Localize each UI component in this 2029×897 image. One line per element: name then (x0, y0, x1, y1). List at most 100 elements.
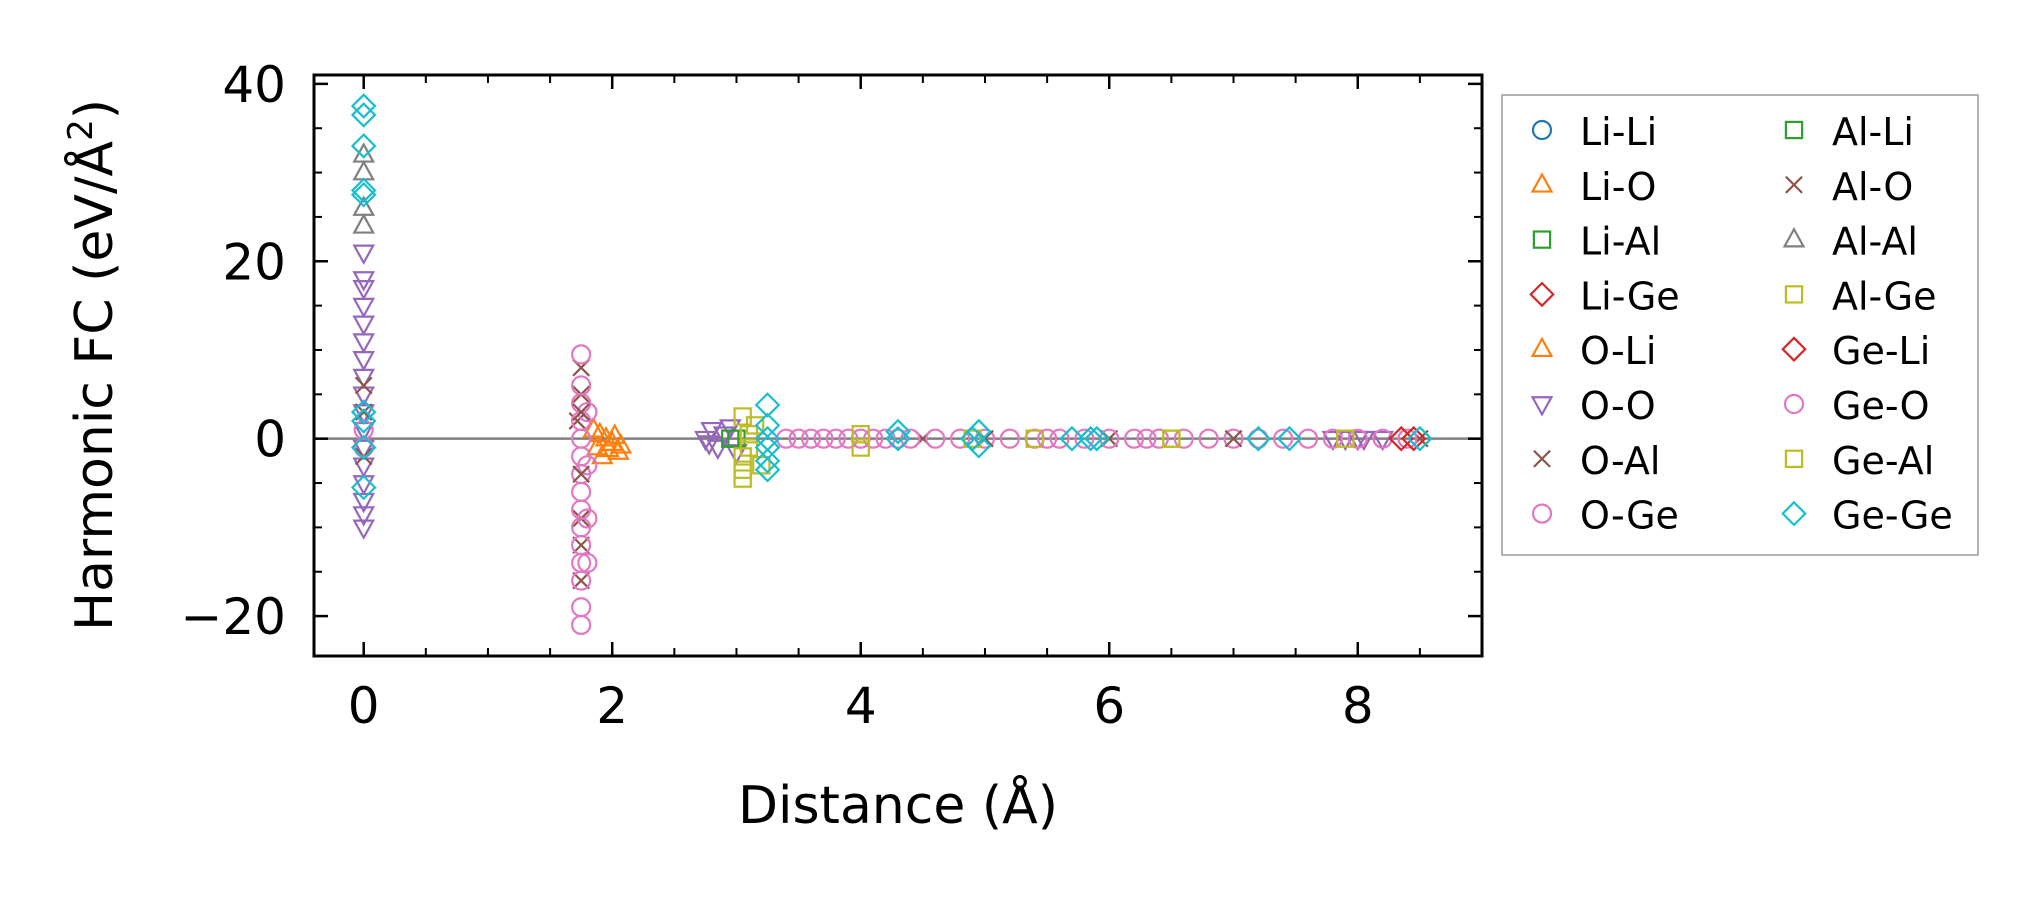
data-point (1074, 428, 1095, 449)
legend-marker (1785, 175, 1803, 194)
data-point (352, 506, 376, 527)
y-axis-label-superscript: 2 (61, 119, 101, 141)
data-point (1224, 429, 1243, 448)
legend-label: Li-Li (1580, 110, 1657, 154)
legend-label: O-Li (1580, 329, 1656, 373)
legend-label: Li-Al (1580, 220, 1661, 264)
data-points (350, 93, 1433, 636)
data-point (577, 401, 598, 423)
legend-marker (1532, 230, 1552, 249)
data-point (350, 408, 377, 434)
data-point (1407, 425, 1433, 452)
plot-area: 0 2 4 6 8 −20 0 20 40 (180, 56, 1484, 735)
data-point (353, 419, 374, 440)
data-point (1334, 430, 1357, 452)
data-point (733, 460, 752, 479)
data-point (925, 428, 946, 449)
data-point (571, 344, 592, 365)
y-axis-label: Harmonic FC (eV/Å2) (61, 99, 125, 631)
legend-label: Ge-Ge (1832, 494, 1953, 538)
plot-frame (312, 73, 1484, 658)
data-point (1099, 428, 1120, 449)
data-point (572, 465, 591, 484)
data-point (1148, 428, 1170, 449)
legend-label: Li-Ge (1580, 274, 1680, 318)
data-point (887, 428, 909, 449)
legend-marker (1784, 449, 1804, 469)
data-point (788, 428, 809, 449)
data-point (800, 428, 822, 449)
data-point (350, 93, 377, 119)
series-o-o (352, 244, 1394, 541)
data-point (1049, 428, 1070, 449)
legend-marker (1781, 500, 1807, 527)
data-point (851, 438, 870, 457)
data-point (1388, 425, 1415, 452)
series-ge-li (1388, 425, 1427, 452)
y-tick-label: −20 (180, 588, 286, 646)
data-point (1084, 425, 1110, 452)
data-point (1162, 429, 1181, 448)
data-point (813, 428, 834, 449)
legend-marker (1784, 285, 1804, 304)
data-point (1198, 428, 1219, 449)
data-point (350, 133, 377, 159)
data-point (352, 244, 376, 266)
data-point (352, 213, 376, 234)
data-point (1273, 428, 1294, 449)
data-point (754, 456, 781, 483)
y-tick-label: 20 (222, 233, 286, 291)
legend-label: Al-Li (1832, 110, 1914, 154)
x-tick-label: 2 (596, 677, 628, 735)
x-tick-label: 8 (1342, 677, 1374, 735)
data-point (352, 195, 376, 216)
legend-marker (1531, 503, 1553, 524)
data-point (965, 418, 992, 445)
data-point (1245, 425, 1272, 452)
data-point (697, 435, 721, 456)
legend-label: Ge-O (1832, 384, 1930, 428)
data-point (1223, 428, 1244, 449)
series-o-ge (353, 344, 1418, 636)
legend-marker (1783, 393, 1805, 415)
data-point (745, 416, 765, 435)
y-tick-label: 0 (254, 411, 286, 469)
legend-marker (1530, 396, 1554, 417)
data-point (350, 399, 377, 425)
legend-marker (1781, 336, 1807, 363)
data-point (965, 432, 992, 459)
legend-label: O-Al (1580, 439, 1660, 483)
data-point (577, 455, 598, 476)
data-point (352, 271, 376, 292)
data-point (1400, 425, 1427, 452)
data-point (577, 552, 598, 573)
data-point (1297, 428, 1319, 449)
data-point (1037, 428, 1058, 449)
data-point (1276, 425, 1303, 452)
series-ge-o (887, 428, 1157, 449)
data-point (776, 428, 797, 449)
data-point (572, 536, 591, 554)
data-point (350, 102, 377, 128)
legend-marker (1782, 226, 1806, 248)
data-point (754, 448, 781, 474)
data-point (350, 181, 377, 208)
data-point (718, 419, 742, 440)
data-point (706, 439, 730, 461)
legend-marker (1530, 336, 1554, 358)
legend: Li-Li Li-O Li-Al Li-Ge O-Li O-O O-Al O-Ge Al-Li A… (1501, 94, 1979, 556)
y-axis-label-main: Harmonic FC (eV/Å (63, 140, 125, 631)
legend-label: Ge-Al (1832, 439, 1934, 483)
data-point (572, 571, 591, 590)
legend-label: O-O (1580, 384, 1656, 428)
data-point (754, 392, 781, 418)
legend-marker (1530, 172, 1554, 193)
data-point (350, 474, 377, 501)
data-point (1347, 428, 1368, 449)
data-point (1059, 425, 1085, 452)
legend-frame (1501, 94, 1979, 556)
x-tick-label: 0 (348, 677, 380, 735)
data-point (603, 423, 627, 444)
x-axis-label: Distance (Å) (738, 774, 1058, 836)
